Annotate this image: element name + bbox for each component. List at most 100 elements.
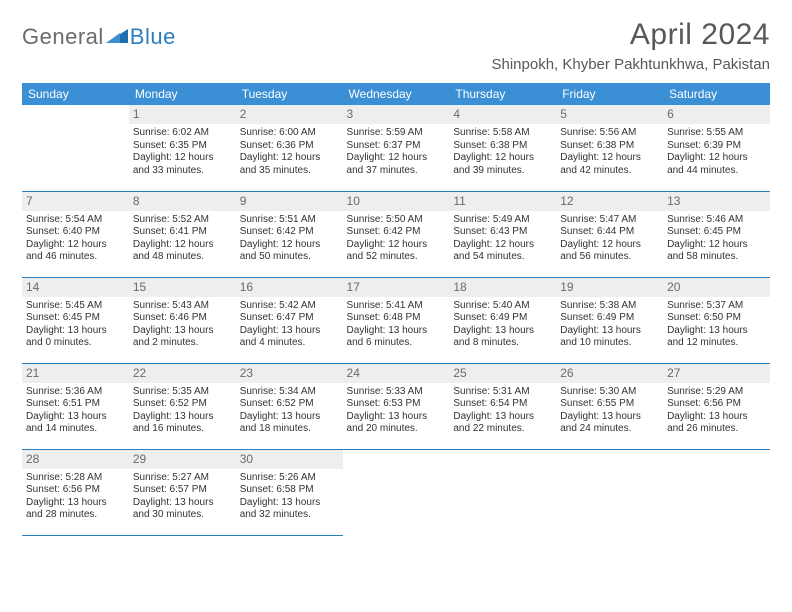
sunrise-line: Sunrise: 6:02 AM [133,127,232,140]
location-label: Shinpokh, Khyber Pakhtunkhwa, Pakistan [491,56,770,73]
sunset-line: Sunset: 6:40 PM [26,226,125,239]
sunset-line: Sunset: 6:54 PM [453,398,552,411]
sunset-line: Sunset: 6:47 PM [240,312,339,325]
calendar-day: 1Sunrise: 6:02 AMSunset: 6:35 PMDaylight… [129,105,236,191]
calendar-day: 9Sunrise: 5:51 AMSunset: 6:42 PMDaylight… [236,191,343,277]
daylight-line: and 37 minutes. [347,165,446,178]
day-number: 9 [236,192,343,211]
calendar-day: 30Sunrise: 5:26 AMSunset: 6:58 PMDayligh… [236,449,343,535]
daylight-line: Daylight: 12 hours [453,152,552,165]
day-number: 21 [22,364,129,383]
weekday-header: Thursday [449,83,556,105]
calendar-day: 15Sunrise: 5:43 AMSunset: 6:46 PMDayligh… [129,277,236,363]
daylight-line: and 18 minutes. [240,423,339,436]
calendar-week: 28Sunrise: 5:28 AMSunset: 6:56 PMDayligh… [22,449,770,535]
sunrise-line: Sunrise: 5:54 AM [26,214,125,227]
daylight-line: and 2 minutes. [133,337,232,350]
sunset-line: Sunset: 6:51 PM [26,398,125,411]
calendar-head: SundayMondayTuesdayWednesdayThursdayFrid… [22,83,770,105]
day-number: 12 [556,192,663,211]
day-number: 18 [449,278,556,297]
sunrise-line: Sunrise: 5:36 AM [26,386,125,399]
day-number: 16 [236,278,343,297]
day-number: 10 [343,192,450,211]
calendar-day: 23Sunrise: 5:34 AMSunset: 6:52 PMDayligh… [236,363,343,449]
day-number: 25 [449,364,556,383]
title-block: April 2024 Shinpokh, Khyber Pakhtunkhwa,… [491,18,770,73]
daylight-line: Daylight: 13 hours [26,497,125,510]
daylight-line: Daylight: 13 hours [26,411,125,424]
calendar-day: 25Sunrise: 5:31 AMSunset: 6:54 PMDayligh… [449,363,556,449]
sunset-line: Sunset: 6:42 PM [240,226,339,239]
calendar-table: SundayMondayTuesdayWednesdayThursdayFrid… [22,83,770,536]
daylight-line: Daylight: 13 hours [453,325,552,338]
daylight-line: Daylight: 12 hours [560,239,659,252]
day-number: 4 [449,105,556,124]
daylight-line: Daylight: 13 hours [560,411,659,424]
daylight-line: Daylight: 13 hours [560,325,659,338]
calendar-week: 7Sunrise: 5:54 AMSunset: 6:40 PMDaylight… [22,191,770,277]
daylight-line: and 35 minutes. [240,165,339,178]
sunrise-line: Sunrise: 5:55 AM [667,127,766,140]
sunset-line: Sunset: 6:58 PM [240,484,339,497]
sunrise-line: Sunrise: 5:26 AM [240,472,339,485]
calendar-day: 20Sunrise: 5:37 AMSunset: 6:50 PMDayligh… [663,277,770,363]
sunrise-line: Sunrise: 5:31 AM [453,386,552,399]
daylight-line: and 10 minutes. [560,337,659,350]
daylight-line: Daylight: 13 hours [133,411,232,424]
daylight-line: and 6 minutes. [347,337,446,350]
daylight-line: and 39 minutes. [453,165,552,178]
sunrise-line: Sunrise: 5:42 AM [240,300,339,313]
daylight-line: and 26 minutes. [667,423,766,436]
logo-text-general: General [22,24,104,50]
daylight-line: Daylight: 12 hours [667,152,766,165]
calendar-day: 13Sunrise: 5:46 AMSunset: 6:45 PMDayligh… [663,191,770,277]
sunrise-line: Sunrise: 5:40 AM [453,300,552,313]
day-number: 8 [129,192,236,211]
sunrise-line: Sunrise: 5:49 AM [453,214,552,227]
daylight-line: Daylight: 12 hours [347,152,446,165]
calendar-day: 21 Sunrise: 5:36 AMSunset: 6:51 PMDayligh… [22,363,129,449]
sunrise-line: Sunrise: 5:34 AM [240,386,339,399]
sunrise-line: Sunrise: 5:29 AM [667,386,766,399]
day-number: 3 [343,105,450,124]
daylight-line: and 22 minutes. [453,423,552,436]
day-number: 2 [236,105,343,124]
daylight-line: and 14 minutes. [26,423,125,436]
weekday-header: Tuesday [236,83,343,105]
calendar-day [663,449,770,535]
sunset-line: Sunset: 6:36 PM [240,140,339,153]
day-number: 11 [449,192,556,211]
daylight-line: and 52 minutes. [347,251,446,264]
sunrise-line: Sunrise: 5:28 AM [26,472,125,485]
sunrise-line: Sunrise: 5:51 AM [240,214,339,227]
sunrise-line: Sunrise: 5:58 AM [453,127,552,140]
day-number: 30 [236,450,343,469]
sunrise-line: Sunrise: 5:43 AM [133,300,232,313]
calendar-day: 24Sunrise: 5:33 AMSunset: 6:53 PMDayligh… [343,363,450,449]
day-number: 19 [556,278,663,297]
daylight-line: Daylight: 12 hours [560,152,659,165]
month-title: April 2024 [491,18,770,52]
weekday-row: SundayMondayTuesdayWednesdayThursdayFrid… [22,83,770,105]
daylight-line: Daylight: 13 hours [240,411,339,424]
weekday-header: Monday [129,83,236,105]
day-number: 17 [343,278,450,297]
daylight-line: Daylight: 13 hours [667,411,766,424]
day-number: 28 [22,450,129,469]
sunrise-line: Sunrise: 5:33 AM [347,386,446,399]
logo-mark-icon [106,25,132,50]
daylight-line: and 0 minutes. [26,337,125,350]
daylight-line: Daylight: 12 hours [133,152,232,165]
daylight-line: Daylight: 13 hours [347,325,446,338]
sunset-line: Sunset: 6:38 PM [453,140,552,153]
day-number: 13 [663,192,770,211]
daylight-line: Daylight: 12 hours [453,239,552,252]
daylight-line: and 58 minutes. [667,251,766,264]
sunset-line: Sunset: 6:46 PM [133,312,232,325]
daylight-line: and 24 minutes. [560,423,659,436]
daylight-line: and 46 minutes. [26,251,125,264]
daylight-line: and 32 minutes. [240,509,339,522]
sunrise-line: Sunrise: 5:38 AM [560,300,659,313]
calendar-day [343,449,450,535]
